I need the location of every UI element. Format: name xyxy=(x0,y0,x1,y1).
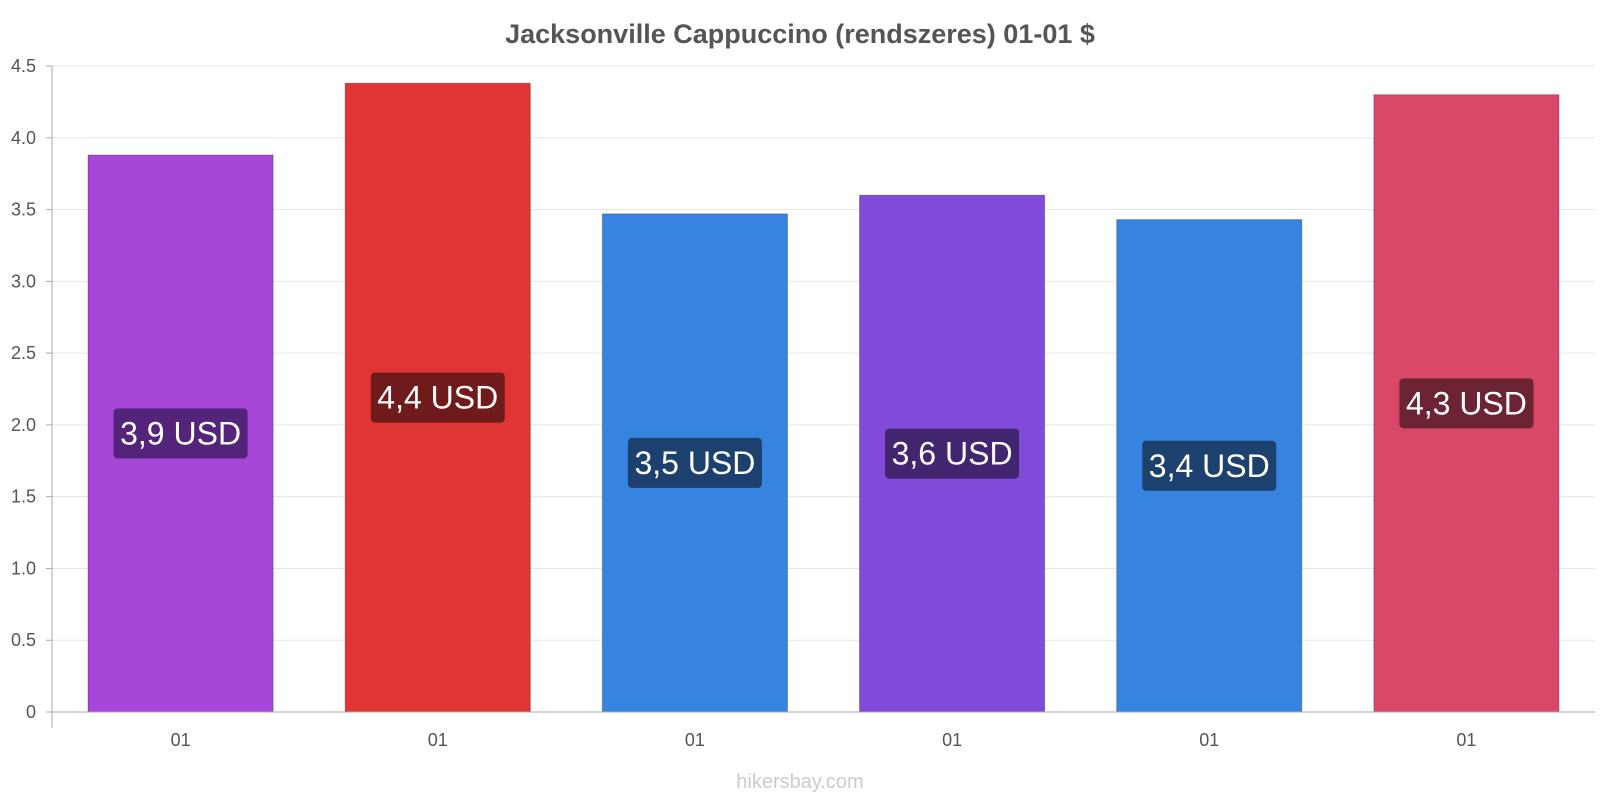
x-tick-label: 01 xyxy=(428,730,448,750)
x-tick-labels: 01 01 01 01 01 01 xyxy=(171,730,1477,750)
grid-lines xyxy=(52,65,1595,641)
y-tick-label: 4.0 xyxy=(11,128,36,148)
data-label-background xyxy=(1142,440,1277,491)
y-tick-label: 2.0 xyxy=(11,415,36,435)
x-tick-label: 01 xyxy=(1456,730,1476,750)
bars xyxy=(87,82,1560,713)
y-tick-label: 0 xyxy=(26,702,36,722)
y-tick-label: 0.5 xyxy=(11,630,36,650)
chart-title: Jacksonville Cappuccino (rendszeres) 01-… xyxy=(505,19,1095,49)
data-label: 4,4 USD xyxy=(377,380,498,416)
y-tick-label: 4.5 xyxy=(11,56,36,76)
watermark: hikersbay.com xyxy=(736,771,863,793)
data-label-background xyxy=(627,437,762,488)
axes xyxy=(51,66,1595,728)
y-tick-label: 3.5 xyxy=(11,200,36,220)
x-tick-label: 01 xyxy=(1199,730,1219,750)
y-tick-labels: 0 0.5 1.0 1.5 2.0 2.5 3.0 3.5 4.0 4.5 xyxy=(11,56,52,722)
y-tick-label: 1.5 xyxy=(11,487,36,507)
x-tick-label: 01 xyxy=(171,730,191,750)
data-label: 3,4 USD xyxy=(1149,448,1270,484)
data-label: 3,6 USD xyxy=(892,436,1013,472)
data-label: 3,9 USD xyxy=(120,416,241,452)
data-label-background xyxy=(885,428,1020,479)
data-label-background xyxy=(1399,378,1534,429)
y-tick-label: 1.0 xyxy=(11,558,36,578)
data-label: 3,5 USD xyxy=(634,445,755,481)
y-tick-label: 3.0 xyxy=(11,271,36,291)
data-label: 4,3 USD xyxy=(1406,385,1527,421)
data-labels: 3,9 USD 4,4 USD 3,5 USD 3,6 USD 3,4 USD 4,3 U… xyxy=(113,372,1534,491)
data-label-background xyxy=(370,372,505,423)
y-tick-label: 2.5 xyxy=(11,343,36,363)
x-tick-label: 01 xyxy=(685,730,705,750)
x-tick-label: 01 xyxy=(942,730,962,750)
data-label-background xyxy=(113,408,248,459)
